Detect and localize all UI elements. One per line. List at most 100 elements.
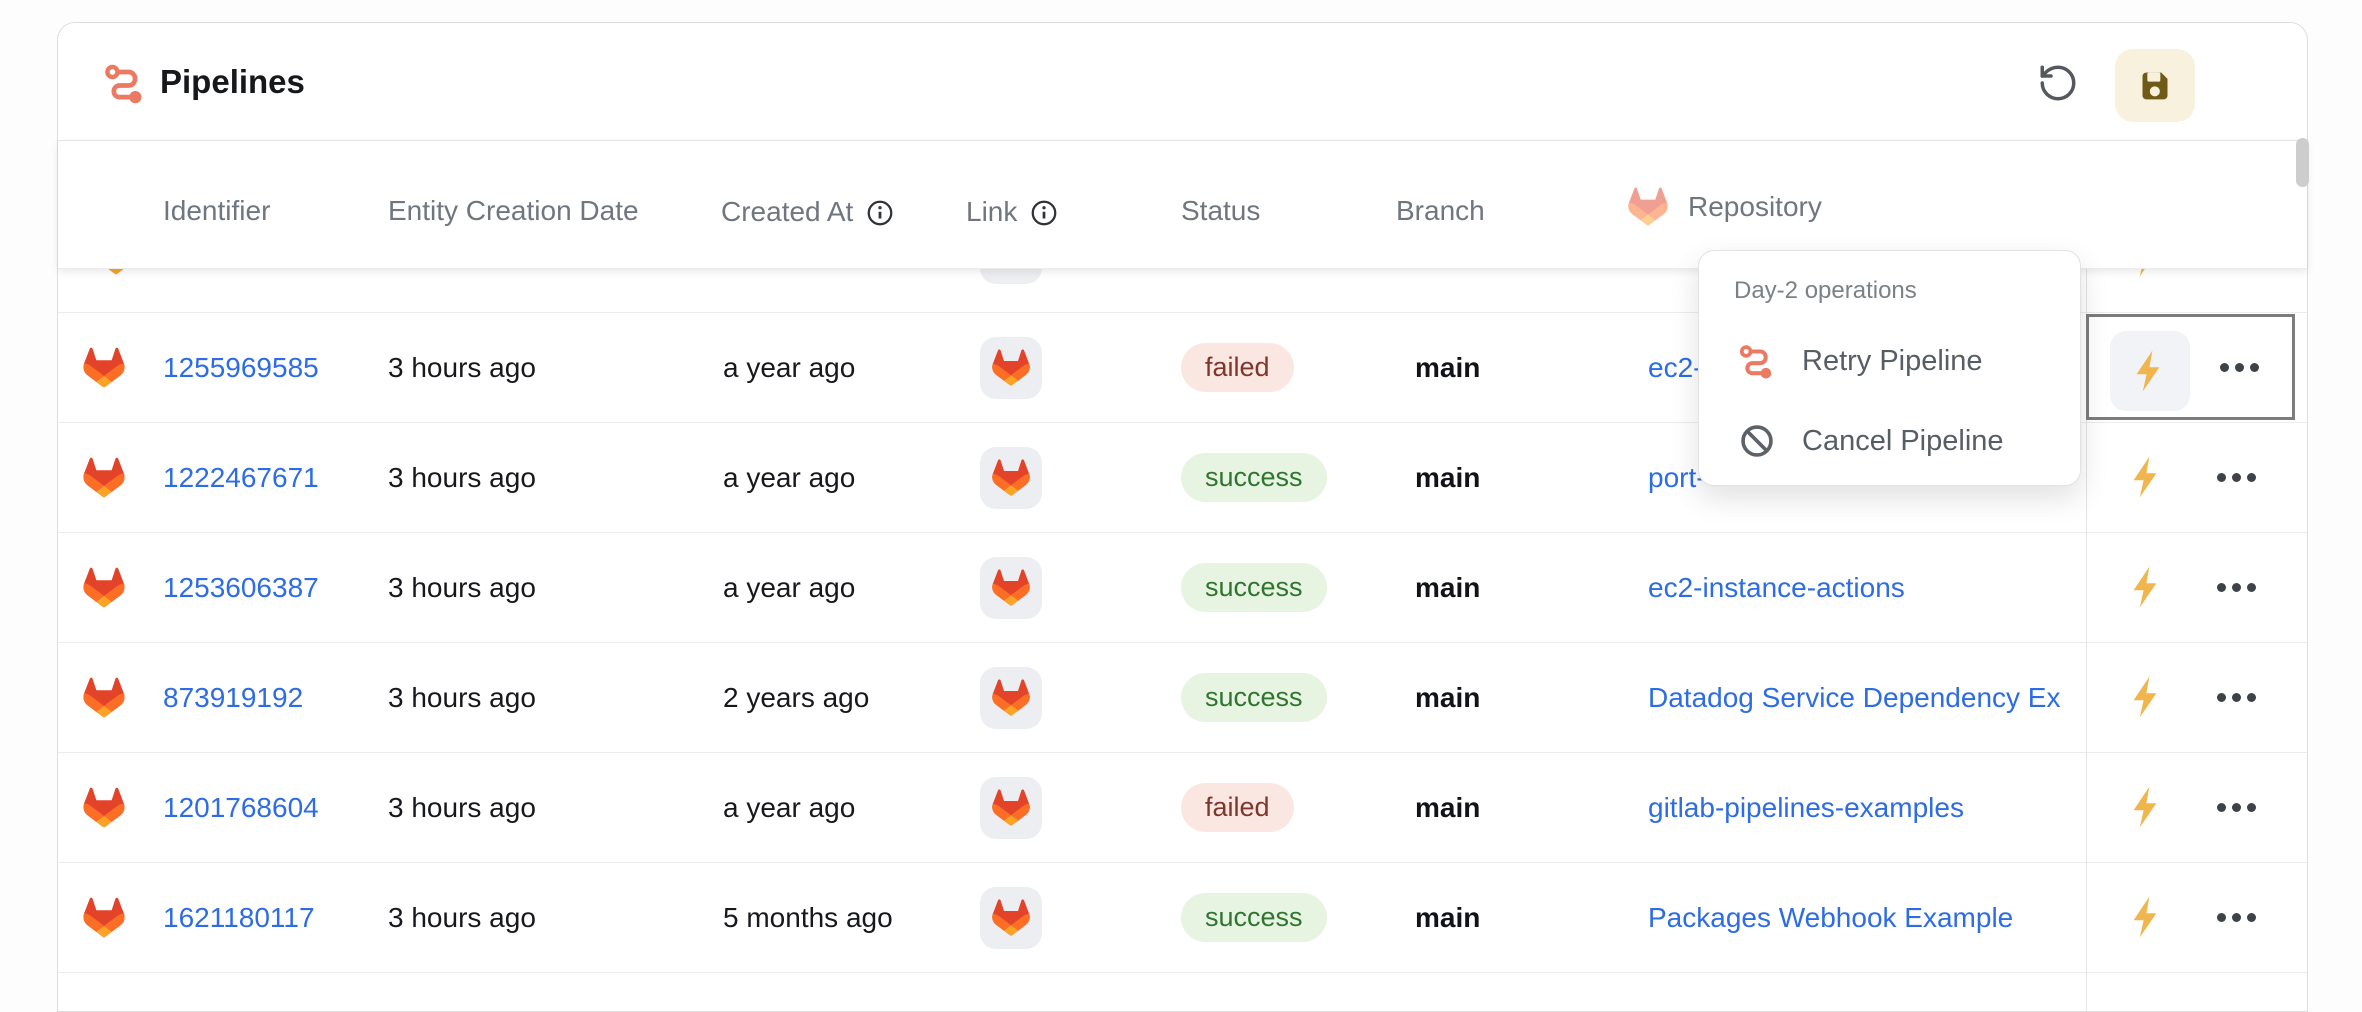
repository-link[interactable]: ec2-	[1648, 351, 1703, 383]
gitlab-link-icon[interactable]	[980, 776, 1042, 839]
branch-cell: main	[1415, 681, 1481, 713]
identifier-link[interactable]: 1255969585	[163, 351, 319, 383]
actions-column-divider	[2086, 141, 2087, 1011]
lightning-icon	[2123, 563, 2171, 611]
menu-item[interactable]: Retry Pipeline	[1699, 321, 2080, 401]
undo-button[interactable]	[2034, 60, 2082, 108]
gitlab-icon	[81, 753, 127, 862]
column-header-created-at[interactable]: Created At	[721, 195, 895, 228]
repository-link[interactable]: port-	[1648, 461, 1706, 493]
cancel-ban-icon	[1738, 422, 1776, 460]
created-at-cell: a year ago	[723, 351, 856, 383]
gitlab-icon	[81, 533, 127, 642]
column-header-label: Created At	[721, 195, 854, 227]
repository-link[interactable]: Datadog Service Dependency Ex	[1648, 681, 2061, 713]
created-at-cell: a year ago	[723, 461, 856, 493]
lightning-icon	[2123, 673, 2171, 721]
lightning-icon	[2126, 347, 2174, 395]
status-badge: failed	[1181, 343, 1294, 392]
gitlab-link-icon[interactable]	[980, 666, 1042, 729]
identifier-link[interactable]: 873919192	[163, 681, 304, 713]
status-cell: success	[1181, 533, 1327, 642]
link-cell[interactable]	[980, 533, 1042, 642]
status-cell: failed	[1181, 753, 1294, 862]
gitlab-link-icon[interactable]	[980, 446, 1042, 509]
gitlab-icon	[1626, 185, 1670, 229]
status-cell: success	[1181, 643, 1327, 752]
info-icon[interactable]	[865, 198, 895, 228]
run-action-button[interactable]	[2107, 547, 2187, 627]
gitlab-link-icon[interactable]	[980, 886, 1042, 949]
day2-operations-menu: Day-2 operations Retry Pipeline Cancel Pi…	[1698, 250, 2081, 486]
gitlab-link-icon	[980, 269, 1042, 284]
run-action-button[interactable]	[2107, 657, 2187, 737]
branch-cell: main	[1415, 351, 1481, 383]
column-header-branch[interactable]: Branch	[1396, 195, 1485, 226]
undo-icon	[2037, 62, 2079, 104]
run-action-button[interactable]	[2107, 767, 2187, 847]
run-action-button[interactable]	[2110, 331, 2190, 411]
more-actions-button[interactable]	[2217, 533, 2256, 642]
more-actions-button[interactable]	[2217, 643, 2256, 752]
row-actions	[2086, 643, 2295, 752]
column-header-label: Link	[966, 195, 1018, 227]
created-at-cell: a year ago	[723, 571, 856, 603]
link-cell[interactable]	[980, 643, 1042, 752]
link-cell[interactable]	[980, 753, 1042, 862]
run-action-button[interactable]	[2107, 877, 2187, 957]
more-actions-button[interactable]	[2217, 863, 2256, 972]
repository-link[interactable]: Packages Webhook Example	[1648, 901, 2014, 933]
menu-items: Retry Pipeline Cancel Pipeline	[1699, 321, 2080, 481]
status-badge: success	[1181, 673, 1327, 722]
menu-item-label: Retry Pipeline	[1802, 344, 1983, 377]
row-actions	[2086, 423, 2295, 532]
created-at-cell: 2 years ago	[723, 681, 870, 713]
repository-link[interactable]: gitlab-pipelines-examples	[1648, 791, 1964, 823]
repository-link[interactable]: ec2-instance-actions	[1648, 571, 1905, 603]
identifier-link[interactable]: 1253606387	[163, 571, 319, 603]
link-cell[interactable]	[980, 423, 1042, 532]
created-at-cell: a year ago	[723, 791, 856, 823]
created-at-cell: 5 months ago	[723, 901, 893, 933]
gitlab-icon	[81, 863, 127, 972]
status-cell: success	[1181, 423, 1327, 532]
link-cell[interactable]	[980, 313, 1042, 422]
row-actions	[2086, 863, 2295, 972]
pipelines-widget: Pipelines Identifier Entity Creation Dat…	[57, 22, 2309, 1012]
link-cell[interactable]	[980, 863, 1042, 972]
column-header-entity-creation-date[interactable]: Entity Creation Date	[388, 195, 639, 226]
gitlab-link-icon[interactable]	[980, 336, 1042, 399]
entity-creation-date-cell: 3 hours ago	[388, 461, 536, 493]
column-header-repository[interactable]: Repository	[1626, 185, 1822, 229]
gitlab-link-icon[interactable]	[980, 556, 1042, 619]
menu-item[interactable]: Cancel Pipeline	[1699, 401, 2080, 481]
more-actions-button[interactable]	[2220, 317, 2259, 417]
pipeline-route-icon	[1738, 342, 1776, 380]
pipeline-route-icon	[103, 61, 147, 105]
identifier-link[interactable]: 1621180117	[163, 901, 315, 933]
vertical-scrollbar[interactable]	[2296, 138, 2309, 187]
table-header: Identifier Entity Creation Date Created …	[58, 141, 2307, 269]
info-icon[interactable]	[1029, 198, 1059, 228]
entity-creation-date-cell: 3 hours ago	[388, 791, 536, 823]
column-header-identifier[interactable]: Identifier	[163, 195, 271, 226]
status-badge: success	[1181, 893, 1327, 942]
status-badge: success	[1181, 563, 1327, 612]
gitlab-icon	[81, 643, 127, 752]
table-body: 1255969585 3 hours ago a year ago failed…	[58, 269, 2307, 973]
run-action-button[interactable]	[2107, 437, 2187, 517]
branch-cell: main	[1415, 901, 1481, 933]
more-actions-button[interactable]	[2217, 423, 2256, 532]
entity-creation-date-cell: 3 hours ago	[388, 681, 536, 713]
column-header-status[interactable]: Status	[1181, 195, 1261, 226]
identifier-link[interactable]: 1222467671	[163, 461, 319, 493]
page-title: Pipelines	[160, 63, 305, 100]
save-button[interactable]	[2115, 49, 2195, 122]
column-header-link[interactable]: Link	[966, 195, 1059, 228]
entity-creation-date-cell: 3 hours ago	[388, 571, 536, 603]
status-cell: success	[1181, 863, 1327, 972]
save-icon	[2135, 66, 2175, 106]
more-actions-button[interactable]	[2217, 753, 2256, 862]
identifier-link[interactable]: 1201768604	[163, 791, 319, 823]
lightning-icon	[2123, 893, 2171, 941]
